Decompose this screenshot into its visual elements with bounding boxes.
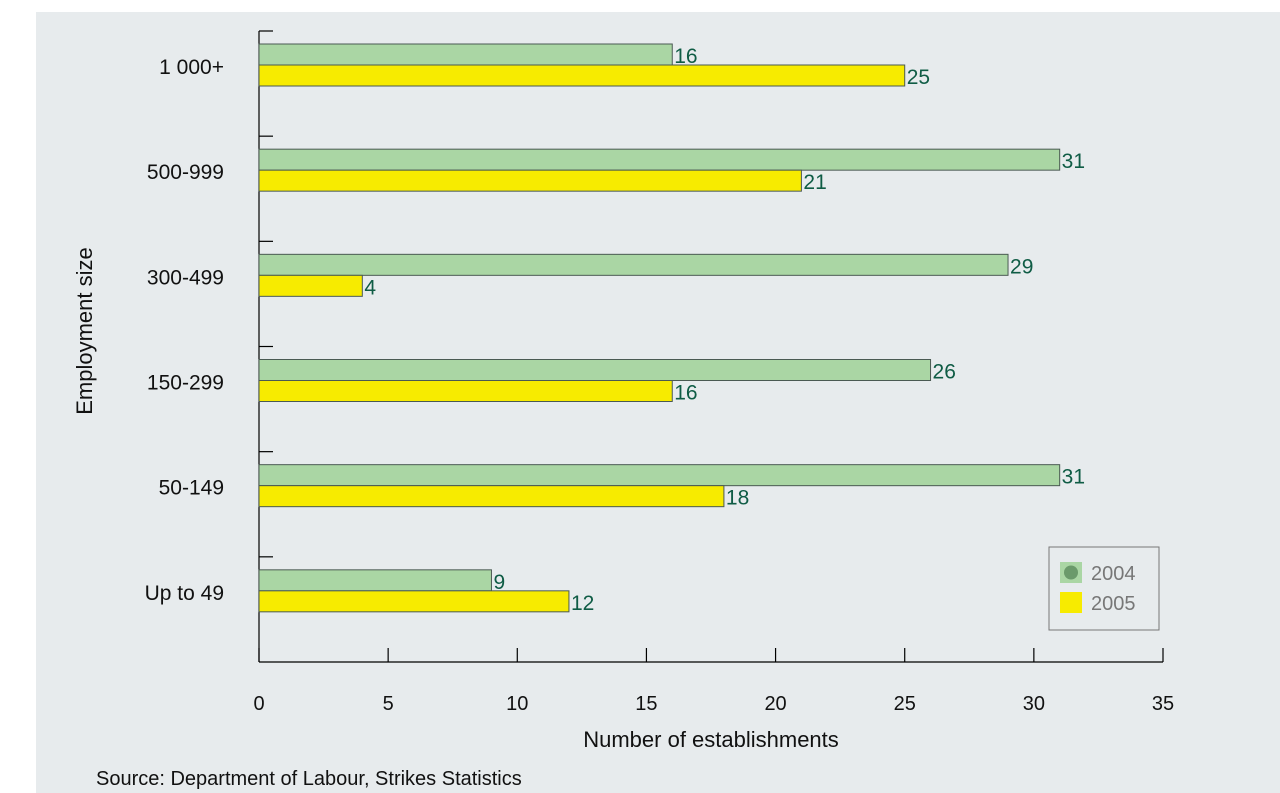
legend-label-2004: 2004 — [1091, 563, 1136, 585]
legend-label-2005: 2005 — [1091, 593, 1136, 615]
x-tick-label: 25 — [894, 693, 916, 715]
source-note: Source: Department of Labour, Strikes St… — [96, 768, 522, 790]
legend-swatch-2005 — [1060, 592, 1082, 613]
data-label: 31 — [1062, 466, 1085, 489]
category-label: 50-149 — [159, 477, 224, 500]
data-label: 25 — [907, 66, 930, 89]
legend-marker-2004 — [1064, 565, 1078, 580]
x-axis-title: Number of establishments — [583, 727, 839, 752]
bar-2004 — [258, 253, 1009, 276]
bar-2004 — [258, 43, 673, 66]
data-label: 12 — [571, 592, 594, 615]
bar-2004 — [258, 569, 492, 592]
data-label: 4 — [364, 276, 376, 299]
bar-2004 — [258, 148, 1061, 171]
data-label: 31 — [1062, 150, 1085, 173]
legend-box — [1048, 546, 1160, 631]
x-tick-label: 35 — [1152, 693, 1174, 715]
bar-2005 — [258, 485, 725, 508]
x-tick-label: 10 — [506, 693, 528, 715]
category-label: 300-499 — [147, 266, 224, 289]
x-tick-label: 5 — [383, 693, 394, 715]
bar-2004 — [258, 464, 1061, 487]
data-label: 26 — [933, 361, 956, 384]
category-label: 1 000+ — [159, 56, 224, 79]
bar-2004 — [258, 359, 932, 381]
data-label: 18 — [726, 487, 749, 510]
chart-panel — [36, 12, 1280, 793]
data-label: 21 — [803, 171, 826, 194]
x-tick-label: 30 — [1023, 693, 1045, 715]
category-label: 500-999 — [147, 161, 224, 184]
x-tick-label: 15 — [635, 693, 657, 715]
bar-2005 — [258, 169, 802, 192]
data-label: 16 — [674, 45, 697, 68]
bar-2005 — [258, 64, 906, 87]
category-label: 150-299 — [147, 372, 224, 395]
bar-2005 — [258, 590, 570, 613]
bar-2005 — [258, 380, 673, 402]
data-label: 16 — [674, 382, 697, 405]
x-tick-label: 0 — [253, 693, 264, 715]
category-label: Up to 49 — [145, 582, 224, 605]
y-axis-title: Employment size — [72, 247, 97, 415]
data-label: 29 — [1010, 255, 1033, 278]
bar-2005 — [258, 274, 363, 297]
x-tick-label: 20 — [764, 693, 786, 715]
data-label: 9 — [493, 571, 505, 594]
